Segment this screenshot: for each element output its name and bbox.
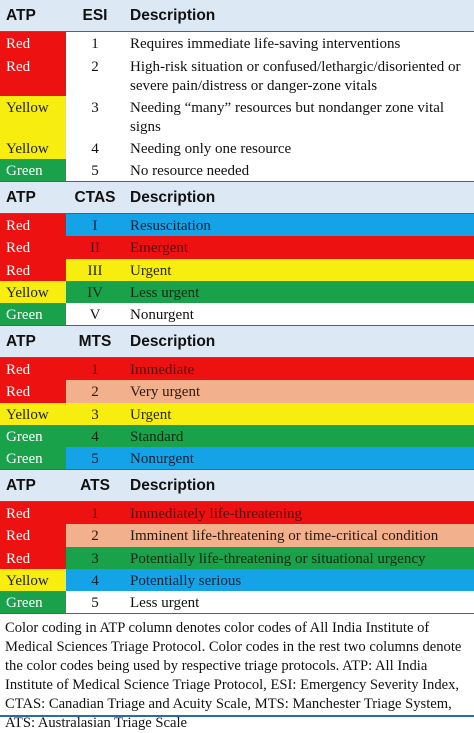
description-header: Description bbox=[130, 476, 216, 494]
bottom-rule bbox=[0, 715, 474, 717]
level-cell: IV bbox=[87, 285, 103, 301]
description-cell: Nonurgent bbox=[130, 307, 194, 323]
triage-row: Red 2 Imminent life-threatening or time-cr… bbox=[0, 524, 474, 547]
triage-row: Green 5 No resource needed bbox=[0, 159, 474, 181]
level-cell: 1 bbox=[91, 36, 99, 52]
atp-color-cell: Red bbox=[0, 502, 66, 524]
atp-header: ATP bbox=[6, 6, 36, 24]
section-header: ATP MTS Description bbox=[0, 325, 474, 358]
level-cell: II bbox=[90, 240, 100, 256]
atp-color-cell: Yellow bbox=[0, 403, 66, 425]
level-cell: 3 bbox=[91, 551, 99, 567]
level-cell: V bbox=[89, 307, 101, 323]
atp-color-cell: Red bbox=[0, 380, 66, 403]
level-cell: I bbox=[92, 218, 98, 234]
triage-row: Red 1 Immediate bbox=[0, 358, 474, 380]
level-cell: 1 bbox=[91, 362, 99, 378]
section-header: ATP ATS Description bbox=[0, 469, 474, 502]
level-cell: 2 bbox=[91, 528, 99, 544]
atp-color-cell: Red bbox=[0, 214, 66, 236]
description-cell: Resuscitation bbox=[130, 218, 211, 234]
description-cell: No resource needed bbox=[130, 163, 250, 179]
atp-color-cell: Yellow bbox=[0, 137, 66, 159]
atp-header: ATP bbox=[6, 332, 36, 350]
triage-row: Yellow 4 Needing only one resource bbox=[0, 137, 474, 159]
description-header: Description bbox=[130, 188, 216, 206]
description-header: Description bbox=[130, 6, 216, 24]
triage-row: Yellow 4 Potentially serious bbox=[0, 569, 474, 591]
atp-color-cell: Green bbox=[0, 591, 66, 613]
description-cell: Nonurgent bbox=[130, 451, 194, 467]
section-header: ATP CTAS Description bbox=[0, 181, 474, 214]
section-header: ATP ESI Description bbox=[0, 0, 474, 32]
triage-row: Green V Nonurgent bbox=[0, 303, 474, 325]
description-cell: Less urgent bbox=[130, 595, 200, 611]
protocol-header: ESI bbox=[82, 6, 108, 24]
triage-row: Red 2 Very urgent bbox=[0, 380, 474, 403]
triage-row: Green 5 Nonurgent bbox=[0, 447, 474, 469]
level-cell: 5 bbox=[91, 163, 99, 179]
description-header: Description bbox=[130, 332, 216, 350]
triage-row: Red 3 Potentially life-threatening or situ… bbox=[0, 547, 474, 569]
atp-color-cell: Red bbox=[0, 259, 66, 281]
atp-color-cell: Yellow bbox=[0, 96, 66, 137]
atp-color-cell: Green bbox=[0, 159, 66, 181]
triage-row: Red 1 Requires immediate life-saving inter… bbox=[0, 32, 474, 55]
protocol-header: ATS bbox=[80, 476, 110, 494]
triage-row: Red III Urgent bbox=[0, 259, 474, 281]
level-cell: 4 bbox=[91, 573, 99, 589]
atp-color-cell: Red bbox=[0, 32, 66, 55]
triage-row: Red I Resuscitation bbox=[0, 214, 474, 236]
triage-row: Green 5 Less urgent bbox=[0, 591, 474, 613]
description-cell: Potentially life-threatening or situatio… bbox=[130, 551, 426, 567]
atp-color-cell: Green bbox=[0, 425, 66, 447]
level-cell: 2 bbox=[91, 59, 99, 75]
description-cell: Standard bbox=[130, 429, 184, 445]
triage-row: Yellow IV Less urgent bbox=[0, 281, 474, 303]
protocol-header: CTAS bbox=[74, 188, 116, 206]
atp-color-cell: Green bbox=[0, 447, 66, 469]
description-cell: Imminent life-threatening or time-critic… bbox=[130, 528, 439, 544]
triage-row: Yellow 3 Needing “many” resources but nond… bbox=[0, 96, 474, 137]
description-cell: Urgent bbox=[130, 263, 172, 279]
protocol-header: MTS bbox=[78, 332, 112, 350]
triage-row: Red 1 Immediately life-threatening bbox=[0, 502, 474, 524]
atp-header: ATP bbox=[6, 188, 36, 206]
atp-color-cell: Red bbox=[0, 547, 66, 569]
atp-color-cell: Green bbox=[0, 303, 66, 325]
atp-color-cell: Yellow bbox=[0, 569, 66, 591]
atp-color-cell: Red bbox=[0, 236, 66, 259]
description-cell: Less urgent bbox=[130, 285, 200, 301]
level-cell: 3 bbox=[91, 407, 99, 423]
triage-row: Red II Emergent bbox=[0, 236, 474, 259]
level-cell: 5 bbox=[91, 451, 99, 467]
atp-color-cell: Yellow bbox=[0, 281, 66, 303]
triage-row: Green 4 Standard bbox=[0, 425, 474, 447]
description-cell: Needing “many” resources but nondanger z… bbox=[130, 100, 445, 135]
description-cell: Potentially serious bbox=[130, 573, 242, 589]
description-cell: Very urgent bbox=[130, 384, 201, 400]
triage-row: Red 2 High-risk situation or confused/leth… bbox=[0, 55, 474, 96]
level-cell: 2 bbox=[91, 384, 99, 400]
level-cell: 5 bbox=[91, 595, 99, 611]
description-cell: Emergent bbox=[130, 240, 189, 256]
triage-row: Yellow 3 Urgent bbox=[0, 403, 474, 425]
atp-color-cell: Red bbox=[0, 358, 66, 380]
atp-header: ATP bbox=[6, 476, 36, 494]
level-cell: 1 bbox=[91, 506, 99, 522]
atp-color-cell: Red bbox=[0, 524, 66, 547]
level-cell: 4 bbox=[91, 141, 99, 157]
level-cell: 3 bbox=[91, 100, 99, 116]
description-cell: Urgent bbox=[130, 407, 172, 423]
description-cell: Immediate bbox=[130, 362, 195, 378]
description-cell: High-risk situation or confused/lethargi… bbox=[130, 59, 461, 94]
level-cell: 4 bbox=[91, 429, 99, 445]
description-cell: Requires immediate life-saving intervent… bbox=[130, 36, 401, 52]
level-cell: III bbox=[87, 263, 103, 279]
description-cell: Immediately life-threatening bbox=[130, 506, 303, 522]
atp-color-cell: Red bbox=[0, 55, 66, 96]
description-cell: Needing only one resource bbox=[130, 141, 292, 157]
